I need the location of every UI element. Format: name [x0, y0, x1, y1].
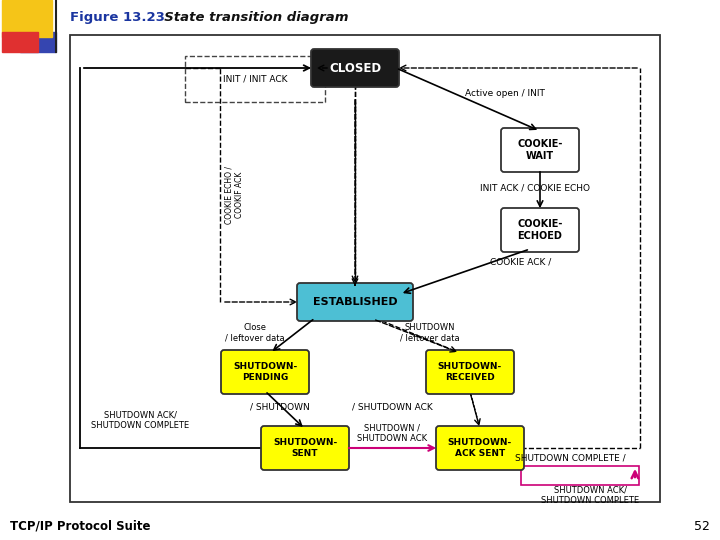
- Text: SHUTDOWN-
PENDING: SHUTDOWN- PENDING: [233, 362, 297, 382]
- Text: Figure 13.23: Figure 13.23: [70, 11, 165, 24]
- Text: SHUTDOWN ACK/
SHUTDOWN COMPLETE: SHUTDOWN ACK/ SHUTDOWN COMPLETE: [91, 410, 189, 430]
- Text: COOKIE ECHO /
COOKIF ACK: COOKIE ECHO / COOKIF ACK: [225, 166, 243, 224]
- FancyBboxPatch shape: [311, 49, 399, 87]
- FancyBboxPatch shape: [501, 208, 579, 252]
- Text: COOKIE-
WAIT: COOKIE- WAIT: [517, 139, 563, 160]
- Text: INIT / INIT ACK: INIT / INIT ACK: [222, 75, 287, 84]
- Bar: [521, 466, 639, 485]
- FancyBboxPatch shape: [297, 283, 413, 321]
- Text: Active open / INIT: Active open / INIT: [465, 89, 545, 98]
- Text: / SHUTDOWN ACK: / SHUTDOWN ACK: [351, 402, 433, 411]
- Text: COOKIE-
ECHOED: COOKIE- ECHOED: [517, 219, 563, 241]
- Text: 52: 52: [694, 519, 710, 532]
- Bar: [70, 35, 660, 502]
- Text: CLOSED: CLOSED: [329, 62, 381, 75]
- FancyBboxPatch shape: [436, 426, 524, 470]
- FancyBboxPatch shape: [501, 128, 579, 172]
- Text: SHUTDOWN
/ leftover data: SHUTDOWN / leftover data: [400, 323, 460, 343]
- Text: State transition diagram: State transition diagram: [155, 11, 348, 24]
- Text: SHUTDOWN-
ACK SENT: SHUTDOWN- ACK SENT: [448, 438, 512, 457]
- Text: / SHUTDOWN: / SHUTDOWN: [250, 402, 310, 411]
- Text: SHUTDOWN COMPLETE /: SHUTDOWN COMPLETE /: [515, 454, 625, 462]
- Text: SHUTDOWN-
RECEIVED: SHUTDOWN- RECEIVED: [438, 362, 502, 382]
- Text: SHUTDOWN /
SHUTDOWN ACK: SHUTDOWN / SHUTDOWN ACK: [357, 423, 427, 443]
- FancyBboxPatch shape: [221, 350, 309, 394]
- Text: ESTABLISHED: ESTABLISHED: [312, 297, 397, 307]
- FancyBboxPatch shape: [426, 350, 514, 394]
- Bar: [20, 32, 56, 52]
- FancyBboxPatch shape: [261, 426, 349, 470]
- Text: TCP/IP Protocol Suite: TCP/IP Protocol Suite: [10, 519, 150, 532]
- Text: INIT ACK / COOKIE ECHO: INIT ACK / COOKIE ECHO: [480, 184, 590, 192]
- Text: Close
/ leftover data: Close / leftover data: [225, 323, 285, 343]
- Text: SHUTDOWN-
SENT: SHUTDOWN- SENT: [273, 438, 337, 457]
- Text: SHUTDOWN ACK/
SHUTDOWN COMPLETE: SHUTDOWN ACK/ SHUTDOWN COMPLETE: [541, 485, 639, 505]
- Bar: [2, 32, 38, 52]
- Bar: [2, 0, 52, 37]
- Text: COOKIE ACK /: COOKIE ACK /: [490, 258, 552, 267]
- Bar: [185, 56, 325, 102]
